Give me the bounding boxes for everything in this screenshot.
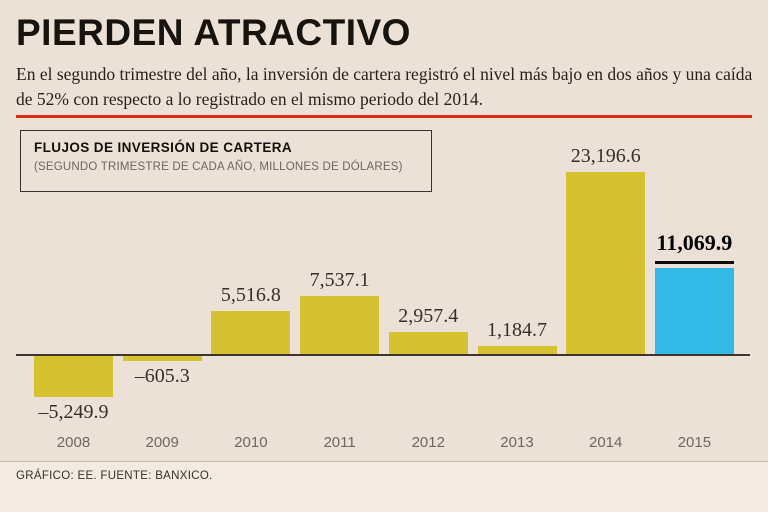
x-axis-label: 2009	[145, 434, 179, 451]
bar-value-label: 5,516.8	[220, 284, 281, 307]
source-credit: GRÁFICO: EE. FUENTE: BANXICO.	[16, 470, 213, 482]
x-axis-label: 2010	[234, 434, 268, 451]
legend-subtitle: (SEGUNDO TRIMESTRE DE CADA AÑO, MILLONES…	[34, 161, 403, 173]
bar	[34, 356, 113, 398]
bar-value-label: 7,537.1	[309, 268, 370, 291]
footer-strip: GRÁFICO: EE. FUENTE: BANXICO.	[0, 461, 768, 512]
bar-value-label: –5,249.9	[38, 401, 109, 424]
legend-box: FLUJOS DE INVERSIÓN DE CARTERA (SEGUNDO …	[20, 130, 432, 192]
bar	[388, 331, 468, 355]
chart-subtitle-text: En el segundo trimestre del año, la inve…	[16, 64, 753, 109]
highlight-rule	[654, 260, 734, 264]
x-axis-label: 2013	[500, 434, 534, 451]
bar	[300, 295, 380, 355]
zero-axis-line	[16, 354, 750, 356]
x-axis-label: 2014	[589, 434, 623, 451]
bar	[566, 172, 646, 355]
bar-value-label: 11,069.9	[656, 229, 733, 255]
bar-value-label: 1,184.7	[487, 318, 547, 341]
bar-value-label: 23,196.6	[570, 145, 641, 167]
bar	[654, 267, 734, 355]
x-axis-label: 2015	[677, 434, 712, 451]
x-axis-label: 2012	[411, 434, 445, 451]
x-axis-label: 2008	[56, 434, 91, 451]
x-axis-label: 2011	[323, 434, 356, 451]
bar	[477, 345, 557, 355]
bar-value-label: –605.3	[134, 364, 190, 387]
bar	[211, 311, 291, 355]
bar	[122, 356, 202, 361]
bar-value-label: 2,957.4	[398, 304, 459, 327]
legend-title: FLUJOS DE INVERSIÓN DE CARTERA	[34, 140, 293, 155]
page-title: PIERDEN ATRACTIVO	[16, 12, 411, 53]
red-divider	[16, 115, 752, 118]
